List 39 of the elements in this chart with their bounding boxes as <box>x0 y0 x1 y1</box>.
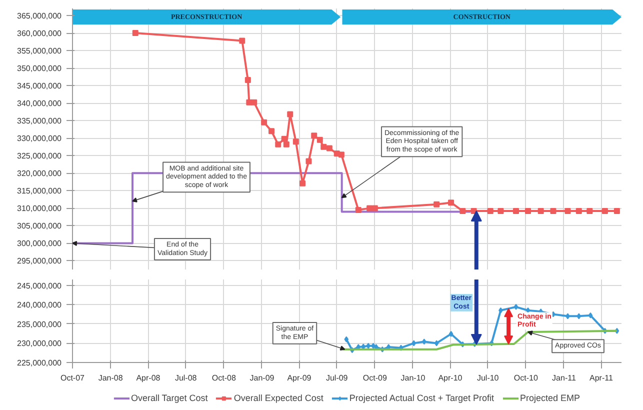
legend-label: Projected Actual Cost + Target Profit <box>349 392 494 402</box>
y-tick-label: 300,000,000 <box>17 239 62 248</box>
y-tick-label: 365,000,000 <box>17 12 62 21</box>
y-tick-label: 350,000,000 <box>17 64 62 74</box>
x-tick-label: Apr-09 <box>287 374 312 382</box>
y-tick-label: 315,000,000 <box>17 186 62 196</box>
y-tick-label: 225,000,000 <box>17 358 62 368</box>
y-tick-label: 340,000,000 <box>17 99 62 108</box>
x-tick-label: Apr-08 <box>136 374 161 382</box>
legend-label: Projected EMP <box>520 392 580 402</box>
x-tick-label: Apr-11 <box>590 374 614 382</box>
x-tick-label: Jul-10 <box>476 374 500 382</box>
y-tick-label: 360,000,000 <box>17 29 62 38</box>
x-tick-label: Oct-09 <box>362 374 388 382</box>
x-tick-label: Jan-08 <box>98 374 124 382</box>
x-tick-label: Oct-07 <box>60 374 86 382</box>
y-tick-label: 230,000,000 <box>17 339 62 348</box>
y-tick-label: 345,000,000 <box>17 82 62 91</box>
x-tick-label: Oct-08 <box>212 374 236 382</box>
y-tick-label: 235,000,000 <box>17 320 62 329</box>
x-tick-label: Jan-10 <box>400 374 426 382</box>
y-tick-label: 335,000,000 <box>17 116 62 126</box>
y-tick-label: 240,000,000 <box>17 300 62 310</box>
legend-label: Overall Expected Cost <box>234 392 324 402</box>
y-tick-label: 320,000,000 <box>17 169 62 178</box>
y-tick-label: 295,000,000 <box>17 256 62 266</box>
y-tick-label: 330,000,000 <box>17 134 62 144</box>
legend-label: Overall Target Cost <box>130 392 208 402</box>
y-tick-label: 310,000,000 <box>17 204 62 214</box>
x-tick-label: Jan-09 <box>250 374 275 382</box>
x-tick-label: Jul-09 <box>326 374 348 382</box>
y-tick-label: 245,000,000 <box>17 281 62 290</box>
y-tick-label: 355,000,000 <box>17 46 62 56</box>
y-tick-label: 325,000,000 <box>17 152 62 161</box>
x-tick-label: Jan-11 <box>552 374 576 382</box>
y-tick-label: 305,000,000 <box>17 222 62 231</box>
x-tick-label: Apr-10 <box>438 374 463 382</box>
x-tick-label: Oct-10 <box>514 374 538 382</box>
x-tick-label: Jul-08 <box>174 374 198 382</box>
